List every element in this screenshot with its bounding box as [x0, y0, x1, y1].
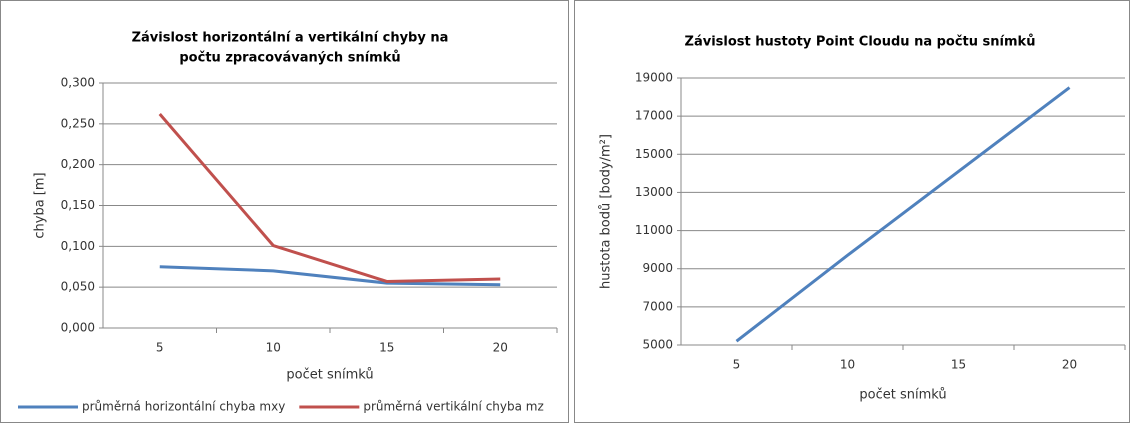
y-tick-label: 0,000: [61, 321, 95, 335]
y-tick-label: 0,300: [61, 76, 95, 90]
y-tick-label: 7000: [642, 299, 673, 313]
y-tick-label: 0,200: [61, 157, 95, 171]
x-axis-label: počet snímků: [286, 368, 373, 383]
x-tick-label: 10: [840, 358, 855, 372]
y-tick-label: 0,150: [61, 198, 95, 212]
x-tick-label: 10: [266, 341, 281, 355]
x-tick-label: 20: [493, 341, 508, 355]
y-tick-label: 9000: [642, 261, 673, 275]
x-tick-label: 15: [379, 341, 394, 355]
chart-title: počtu zpracovávaných snímků: [179, 51, 400, 66]
chart-title: Závislost horizontální a vertikální chyb…: [132, 31, 449, 46]
chart-title: Závislost hustoty Point Cloudu na počtu …: [685, 35, 1036, 50]
legend-label: průměrná horizontální chyba mxy: [82, 400, 285, 414]
y-tick-label: 0,050: [61, 280, 95, 294]
y-tick-label: 19000: [635, 71, 673, 85]
series-line: [158, 113, 501, 283]
y-tick-label: 15000: [635, 147, 673, 161]
legend-label: průměrná vertikální chyba mz: [363, 400, 543, 414]
y-tick-label: 13000: [635, 185, 673, 199]
series-line: [159, 265, 501, 287]
y-axis-label: chyba [m]: [33, 172, 48, 238]
y-tick-label: 0,250: [61, 116, 95, 130]
x-tick-label: 5: [156, 341, 164, 355]
y-tick-label: 5000: [642, 338, 673, 352]
x-tick-label: 15: [951, 358, 966, 372]
y-tick-label: 17000: [635, 109, 673, 123]
x-tick-label: 20: [1062, 358, 1077, 372]
x-axis-label: počet snímků: [859, 388, 946, 403]
series-line: [735, 86, 1071, 343]
y-tick-label: 11000: [635, 223, 673, 237]
y-axis-label: hustota bodů [body/m²]: [599, 134, 614, 289]
y-tick-label: 0,100: [61, 239, 95, 253]
x-tick-label: 5: [733, 358, 741, 372]
